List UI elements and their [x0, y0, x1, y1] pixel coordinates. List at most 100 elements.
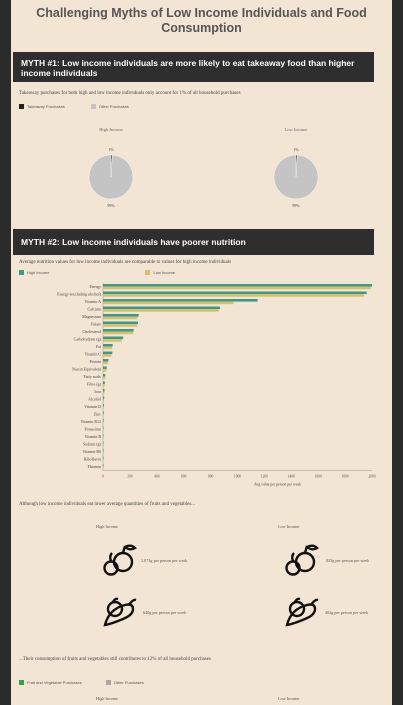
legend-label-other-purchases: Other Purchases: [113, 680, 144, 685]
fruit-icon: [285, 544, 319, 576]
bar-low-income: [103, 331, 134, 335]
bar-high-income: [103, 366, 107, 370]
fv-bottom-high-label: High Income: [96, 696, 118, 701]
x-tick-label: 1400: [288, 475, 295, 479]
bar-low-income: [103, 346, 113, 350]
x-tick-label: 1800: [342, 475, 349, 479]
bar-low-income: [103, 414, 104, 417]
bar-low-income: [103, 399, 104, 402]
myth2-legend: High Income Low Income: [19, 270, 175, 275]
bar-high-income: [103, 336, 124, 340]
bar-low-income: [103, 384, 105, 387]
fv-high-fruit-value: 1,071g per person per week: [141, 558, 188, 563]
bar-high-income: [103, 291, 367, 295]
category-label: Fibre (g): [87, 381, 102, 386]
x-tick-label: 200: [127, 475, 133, 479]
category-label: Protein: [89, 359, 101, 364]
bar-high-income: [103, 306, 221, 310]
category-label: Vitamin D: [84, 404, 101, 409]
bar-low-income: [103, 316, 138, 320]
fv-caption: Although low income individuals eat lowe…: [19, 502, 196, 507]
bar-low-income: [103, 324, 138, 327]
bar-high-income: [103, 419, 104, 422]
bar-low-income: [103, 369, 107, 372]
category-label: Cholesterol: [83, 329, 102, 334]
x-tick-label: 1600: [315, 475, 322, 479]
fv-caption-2: ...Their consumption of fruits and veget…: [19, 657, 211, 662]
legend-label-other: Other Purchases: [98, 104, 129, 109]
bar-low-income: [103, 459, 104, 462]
category-label: Alcohol: [88, 396, 102, 401]
category-label: Carbohydrate (g): [74, 336, 102, 341]
fv-high-veg-value: 640g per person per week: [143, 610, 187, 615]
legend-label-high-income: High Income: [27, 270, 50, 275]
bar-high-income: [103, 381, 105, 385]
bar-low-income: [103, 339, 122, 342]
category-label: Calcium: [87, 306, 101, 311]
bar-low-income: [103, 421, 104, 425]
fv-bottom-low-label: Low Income: [278, 696, 300, 701]
bar-high-income: [103, 344, 113, 347]
category-label: Vitamin B12: [80, 419, 101, 424]
category-label: Folate: [91, 321, 101, 326]
fv-low-veg-value: 402g per person per week: [325, 610, 369, 615]
legend-label-fruit-veg: Fruit and Vegetable Purchases: [27, 680, 82, 685]
pie-slice-other: [273, 154, 319, 200]
bar-high-income: [103, 329, 134, 332]
bar-low-income: [103, 444, 104, 447]
legend-swatch-fruit-veg: [19, 680, 24, 685]
x-tick-label: 2000: [368, 475, 375, 479]
pie-title: High Income: [99, 127, 123, 132]
category-label: Vitamin B6: [82, 449, 101, 454]
x-tick-label: 600: [181, 475, 187, 479]
bar-low-income: [103, 354, 112, 357]
legend-swatch-low-income: [145, 270, 151, 275]
bar-high-income: [103, 359, 109, 362]
legend-label-takeaway: Takeaway Purchases: [27, 104, 65, 109]
bar-low-income: [103, 286, 371, 290]
category-label: Fatty acids: [84, 374, 102, 379]
x-axis-title: Avg value per person per week: [254, 483, 301, 487]
bar-low-income: [103, 406, 104, 410]
myth2-banner: MYTH #2: Low income individuals have poo…: [13, 229, 374, 255]
legend-swatch-high-income: [19, 270, 24, 275]
bar-high-income: [103, 441, 104, 445]
pie-data-label: 99%: [107, 203, 115, 208]
category-label: Sodium (g): [83, 441, 102, 446]
category-label: Potassium: [85, 426, 102, 431]
bar-low-income: [103, 391, 105, 395]
category-label: Fat: [96, 344, 102, 349]
myth2-caption: Average nutrition values for low income …: [19, 260, 232, 265]
bar-low-income: [103, 376, 106, 380]
bar-high-income: [103, 351, 113, 355]
x-tick-label: 400: [154, 475, 160, 479]
category-label: Iron: [94, 389, 101, 394]
category-label: Energy (excluding alcohol): [57, 291, 101, 296]
bar-low-income: [103, 466, 104, 470]
fv-legend: Fruit and Vegetable Purchases Other Purc…: [19, 680, 144, 685]
bar-high-income: [103, 321, 138, 325]
category-label: Niacin Equivalent: [72, 366, 102, 371]
category-label: Vitamin B: [84, 434, 101, 439]
category-label: Zinc: [94, 411, 102, 416]
fv-low-income-label: Low Income: [278, 524, 300, 529]
category-label: Vitamin C: [84, 351, 101, 356]
bar-high-income: [103, 456, 104, 460]
fruit-icon: [103, 544, 137, 576]
bar-high-income: [103, 314, 139, 317]
pie-slice-other: [88, 154, 134, 200]
category-label: Riboflavin: [84, 456, 101, 461]
vegetable-icon: [285, 597, 319, 627]
page-title: Challenging Myths of Low Income Individu…: [36, 6, 367, 35]
myth1-banner: MYTH #1: Low income individuals are more…: [13, 52, 374, 82]
x-tick-label: 1200: [261, 475, 268, 479]
category-label: Magnesium: [82, 314, 102, 319]
bar-low-income: [103, 309, 219, 312]
pie-data-label: 99%: [292, 203, 300, 208]
pie-title: Low Income: [285, 127, 308, 132]
bar-low-income: [103, 436, 104, 440]
bar-high-income: [103, 404, 104, 407]
bar-low-income: [103, 294, 364, 297]
bar-high-income: [103, 426, 104, 430]
x-tick-label: 0: [102, 475, 104, 479]
